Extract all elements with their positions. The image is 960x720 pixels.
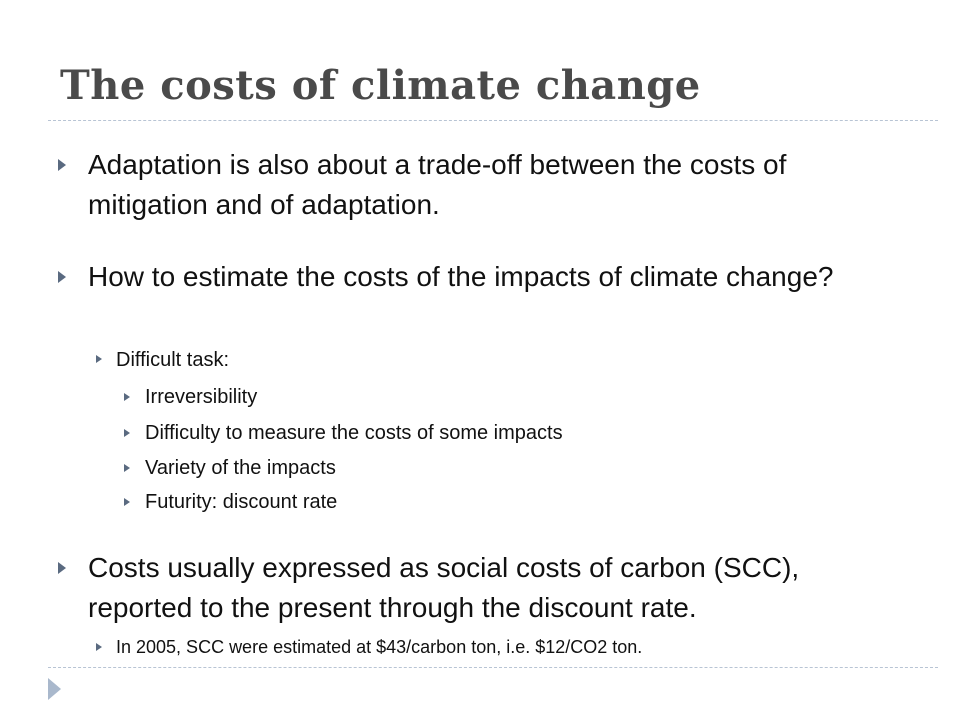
bullet-item-2: How to estimate the costs of the impacts… bbox=[58, 257, 908, 297]
bullet-arrow-icon bbox=[124, 429, 130, 437]
bullet-arrow-icon bbox=[58, 562, 66, 574]
bullet-text: Adaptation is also about a trade-off bet… bbox=[88, 149, 787, 220]
bullet-arrow-icon bbox=[96, 643, 102, 651]
corner-triangle-icon bbox=[48, 678, 61, 700]
bullet-text: How to estimate the costs of the impacts… bbox=[88, 261, 834, 292]
sub-sub-bullet-text: Futurity: discount rate bbox=[145, 491, 338, 513]
sub-sub-bullet-item: Futurity: discount rate bbox=[124, 489, 338, 515]
sub-sub-bullet-item: Irreversibility bbox=[124, 384, 258, 410]
bullet-arrow-icon bbox=[58, 271, 66, 283]
sub-sub-bullet-text: Difficulty to measure the costs of some … bbox=[145, 422, 563, 444]
sub-bullet-item: Difficult task: bbox=[96, 347, 229, 373]
bullet-arrow-icon bbox=[124, 464, 130, 472]
sub-sub-bullet-text: Variety of the impacts bbox=[145, 457, 336, 479]
sub-bullet-text: Difficult task: bbox=[116, 349, 229, 371]
bullet-arrow-icon bbox=[96, 355, 102, 363]
sub-sub-bullet-item: Variety of the impacts bbox=[124, 455, 336, 481]
footer-divider bbox=[48, 667, 938, 668]
title-divider bbox=[48, 120, 938, 121]
sub-bullet-text: In 2005, SCC were estimated at $43/carbo… bbox=[116, 637, 643, 657]
slide-title: The costs of climate change bbox=[60, 62, 701, 109]
bullet-arrow-icon bbox=[58, 159, 66, 171]
bullet-item-3: Costs usually expressed as social costs … bbox=[58, 548, 908, 628]
sub-sub-bullet-item: Difficulty to measure the costs of some … bbox=[124, 420, 563, 446]
sub-sub-bullet-text: Irreversibility bbox=[145, 386, 258, 408]
bullet-item-1: Adaptation is also about a trade-off bet… bbox=[58, 145, 908, 225]
bullet-arrow-icon bbox=[124, 393, 130, 401]
bullet-text: Costs usually expressed as social costs … bbox=[88, 552, 800, 623]
sub-bullet-item: In 2005, SCC were estimated at $43/carbo… bbox=[96, 635, 643, 659]
bullet-arrow-icon bbox=[124, 498, 130, 506]
